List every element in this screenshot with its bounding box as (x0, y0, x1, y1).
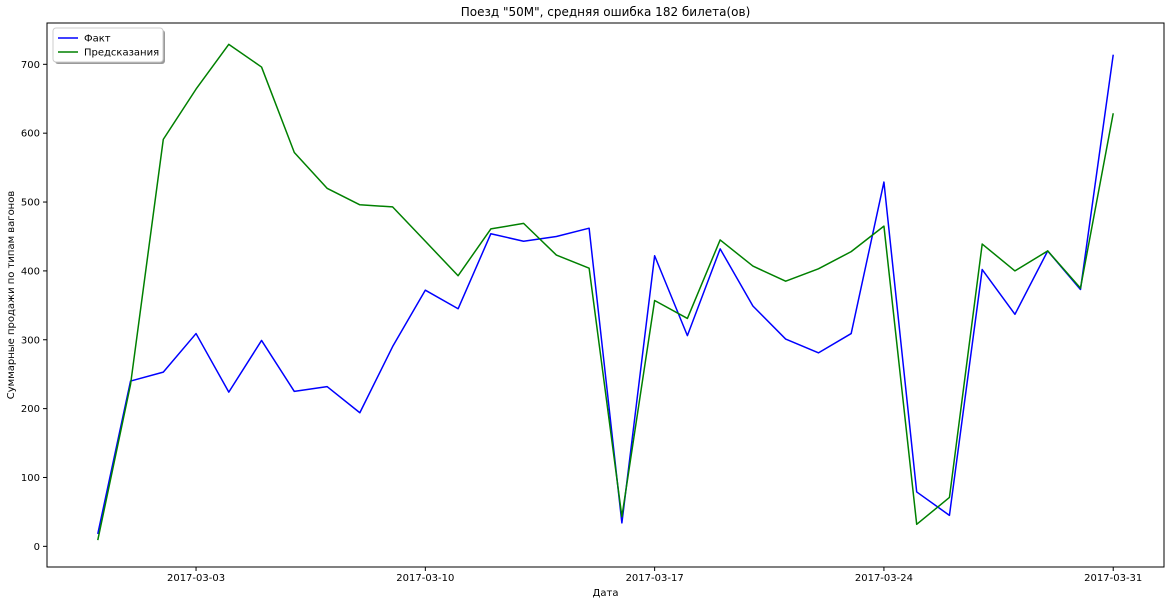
legend-box (52, 27, 164, 63)
legend: Факт Предсказания (52, 27, 165, 64)
legend-entry-1: Факт (84, 34, 111, 45)
y-axis-ticks: 0 100 200 300 400 500 600 700 (21, 60, 47, 553)
y-axis-label: Суммарные продажи по типам вагонов (6, 191, 17, 400)
y-tick-label: 700 (21, 60, 40, 71)
x-axis-label: Дата (593, 588, 619, 599)
chart-title: Поезд "50М", средняя ошибка 182 билета(о… (461, 5, 751, 19)
y-tick-label: 200 (21, 404, 40, 415)
x-tick-label: 2017-03-17 (626, 573, 684, 584)
series-layer (97, 43, 1114, 541)
x-tick-label: 2017-03-31 (1084, 573, 1142, 584)
series-line-1 (97, 54, 1114, 535)
y-tick-label: 400 (21, 266, 40, 277)
legend-entry-2: Предсказания (84, 48, 159, 59)
x-tick-label: 2017-03-03 (167, 573, 225, 584)
x-tick-label: 2017-03-24 (855, 573, 913, 584)
series-line-2 (97, 43, 1114, 541)
y-tick-label: 500 (21, 198, 40, 209)
x-axis-ticks: 2017-03-03 2017-03-10 2017-03-17 2017-03-24… (167, 567, 1142, 584)
y-tick-label: 600 (21, 129, 40, 140)
y-tick-label: 300 (21, 335, 40, 346)
plot-frame (46, 22, 1165, 568)
y-tick-label: 100 (21, 473, 40, 484)
y-tick-label: 0 (34, 542, 40, 553)
plot-border (46, 22, 1165, 568)
x-tick-label: 2017-03-10 (396, 573, 454, 584)
